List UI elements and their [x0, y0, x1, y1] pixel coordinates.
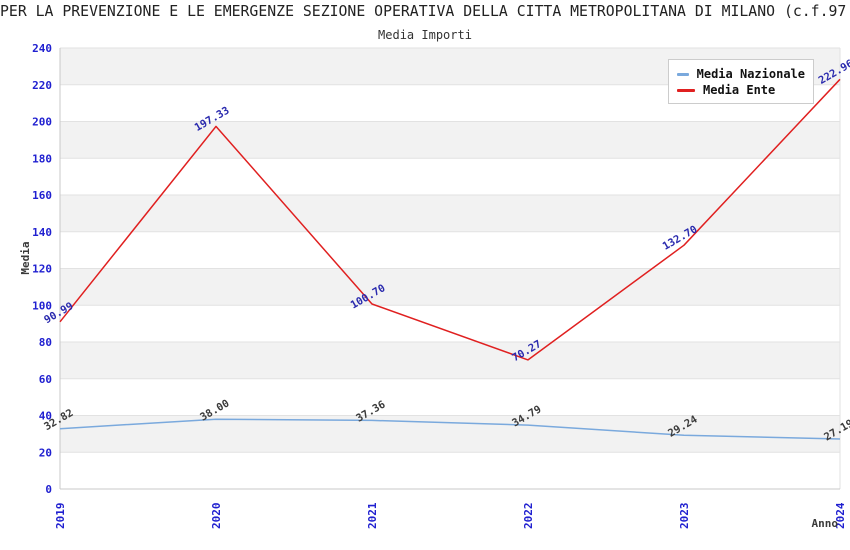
y-tick-label: 60	[39, 373, 52, 386]
y-tick-label: 120	[32, 263, 52, 276]
media-nazionale-line-marker-icon	[677, 72, 689, 76]
grid-band	[60, 342, 840, 379]
legend-label: Media Nazionale	[696, 67, 805, 81]
legend: Media Nazionale Media Ente	[668, 59, 814, 104]
x-tick-label: 2019	[54, 503, 67, 530]
x-tick-label: 2022	[522, 503, 535, 530]
grid-band	[60, 268, 840, 306]
x-tick-label: 2021	[366, 502, 379, 529]
y-tick-label: 200	[32, 116, 52, 129]
y-tick-label: 40	[39, 410, 52, 423]
grid-band	[60, 121, 840, 159]
y-tick-label: 140	[32, 226, 52, 239]
y-tick-label: 100	[32, 299, 52, 312]
chart-title: PER LA PREVENZIONE E LE EMERGENZE SEZION…	[0, 3, 847, 20]
y-tick-label: 80	[39, 336, 52, 349]
chart-subtitle: Media Importi	[378, 28, 472, 42]
grid-band	[60, 195, 840, 232]
media-ente-line-marker-icon	[677, 88, 695, 92]
legend-item-media-ente: Media Ente	[677, 82, 805, 98]
x-tick-label: 2024	[834, 502, 847, 529]
y-tick-label: 220	[32, 79, 52, 92]
y-tick-label: 240	[32, 42, 52, 55]
y-tick-label: 180	[32, 152, 52, 165]
y-tick-label: 160	[32, 189, 52, 202]
grid-band	[60, 415, 840, 453]
y-axis-title: Media	[19, 241, 32, 274]
x-tick-label: 2020	[210, 503, 223, 530]
y-tick-label: 0	[45, 483, 52, 496]
series-line-media-nazionale	[59, 418, 841, 440]
legend-item-media-nazionale: Media Nazionale	[677, 66, 805, 82]
series-line-media-ente	[59, 78, 841, 361]
y-tick-label: 20	[39, 446, 52, 459]
legend-label: Media Ente	[703, 83, 776, 97]
x-axis-title: Anno	[812, 517, 839, 530]
x-tick-label: 2023	[678, 503, 691, 530]
